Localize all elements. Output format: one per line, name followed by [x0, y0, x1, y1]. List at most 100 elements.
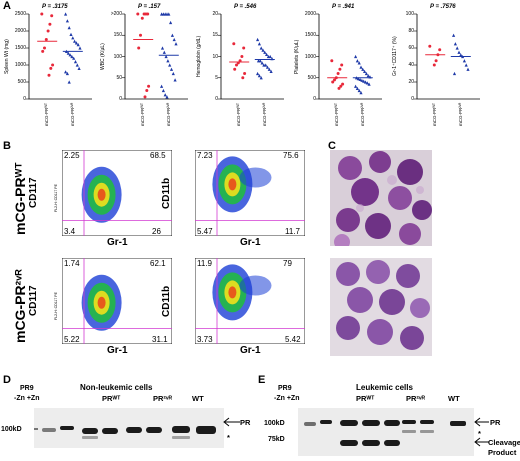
data-point-2vr	[265, 65, 270, 69]
data-point-2vr	[453, 42, 457, 46]
chart-y-label: Spleen Wt (mg)	[4, 39, 10, 74]
data-point-2vr	[362, 79, 366, 83]
y-tick-label: 50	[116, 74, 122, 81]
scatter-chart	[414, 13, 480, 100]
data-point-2vr	[367, 82, 371, 86]
data-point-2vr	[163, 93, 167, 97]
data-point-2vr	[72, 56, 76, 60]
data-point-2vr	[357, 61, 361, 65]
data-point-wt	[428, 44, 432, 48]
panel-label-a: A	[3, 0, 11, 12]
quadrant-lr: 11.7	[285, 227, 300, 236]
chart-axes	[124, 14, 188, 100]
row-label-wt: mCG-PRᵂᵀ	[12, 162, 28, 235]
y-tick-label: 2000	[304, 11, 316, 17]
flow-channel-label: FL2-H: CD117 PE	[54, 292, 58, 320]
d-marker-100kd: 100kD	[1, 426, 22, 433]
y-tick-label: 1000	[14, 62, 26, 68]
y-tick-label: 2500	[14, 11, 26, 17]
panel-label-d: D	[3, 374, 11, 386]
density-core	[97, 296, 106, 309]
data-point-wt	[338, 67, 342, 71]
scatter-chart	[218, 13, 284, 100]
data-point-wt	[240, 55, 244, 58]
data-point-2vr	[169, 67, 174, 71]
data-point-wt	[48, 22, 52, 26]
data-point-2vr	[359, 65, 363, 69]
flow-plot	[195, 150, 305, 236]
data-point-2vr	[358, 77, 362, 82]
density-core	[228, 286, 237, 299]
quadrant-ul: 11.9	[197, 259, 212, 268]
data-point-2vr	[462, 59, 466, 63]
data-point-wt	[41, 49, 45, 53]
data-point-2vr	[267, 67, 271, 71]
x-category-2vr: mCG-PR²ᵛᴿ	[359, 102, 365, 126]
y-tick-label: 0	[411, 96, 414, 102]
data-point-wt	[331, 80, 335, 84]
data-point-wt	[341, 82, 345, 86]
y-tick-label: 100	[405, 11, 414, 17]
y-tick-label: 500	[17, 79, 26, 85]
quadrant-ur: 68.5	[150, 151, 166, 160]
quadrant-ul: 7.23	[197, 151, 213, 160]
d-zn-label: -Zn +Zn	[14, 395, 40, 402]
data-point-2vr	[64, 70, 68, 74]
data-point-wt	[142, 12, 146, 16]
y-tick-label: 0	[119, 96, 122, 102]
data-point-wt	[51, 63, 55, 67]
x-category-wt: mCG-PRᵂᵀ	[44, 103, 50, 126]
data-point-2vr	[75, 63, 79, 67]
data-point-2vr	[359, 91, 363, 95]
data-point-wt	[337, 86, 341, 90]
data-point-2vr	[258, 59, 262, 63]
data-point-2vr	[67, 26, 71, 30]
data-point-2vr	[355, 86, 359, 90]
data-point-wt	[46, 29, 50, 33]
data-point-2vr	[160, 84, 164, 88]
data-point-wt	[438, 48, 442, 52]
flow-x-label: Gr-1	[107, 237, 128, 248]
d-arrow-icon	[223, 417, 240, 427]
data-point-wt	[241, 76, 245, 80]
data-point-2vr	[66, 51, 70, 55]
data-point-2vr	[76, 43, 80, 47]
data-point-2vr	[356, 77, 360, 81]
data-point-wt	[147, 84, 151, 88]
data-point-2vr	[65, 19, 69, 23]
quadrant-ul: 1.74	[64, 259, 80, 268]
e-arrow-cleavage-icon	[474, 437, 489, 447]
y-tick-label: 0	[313, 96, 316, 102]
data-point-wt	[235, 63, 238, 67]
y-tick-label: 2000	[14, 28, 26, 34]
flow-x-label: Gr-1	[240, 345, 261, 356]
y-tick-label: 1000	[304, 53, 316, 60]
x-category-2vr: mCG-PR²ᵛᴿ	[69, 102, 75, 126]
data-point-2vr	[161, 88, 165, 93]
data-point-2vr	[257, 74, 261, 78]
data-point-2vr	[354, 84, 358, 88]
data-point-2vr	[354, 54, 358, 59]
flow-x-label: Gr-1	[107, 345, 128, 356]
panel-label-b: B	[3, 140, 11, 152]
x-category-2vr: mCG-PR²ᵛᴿ	[165, 102, 171, 126]
data-point-2vr	[167, 12, 171, 16]
data-point-wt	[340, 63, 344, 67]
e-pr-arrow-label: PR	[490, 418, 501, 427]
data-point-2vr	[71, 36, 75, 40]
data-point-2vr	[260, 61, 264, 65]
scatter-chart	[122, 12, 188, 100]
data-point-2vr	[363, 69, 367, 73]
d-blot	[34, 408, 224, 448]
data-point-2vr	[269, 69, 273, 73]
data-point-wt	[434, 59, 438, 63]
data-point-2vr	[171, 71, 175, 76]
data-point-2vr	[160, 46, 165, 50]
e-pr9-label: PR9	[278, 385, 292, 392]
data-point-2vr	[259, 76, 263, 80]
data-point-2vr	[355, 59, 359, 63]
e-star: *	[478, 429, 481, 438]
data-point-wt	[44, 38, 48, 41]
chart-p-value: P = .941	[332, 4, 355, 10]
cell-cluster	[334, 151, 432, 250]
